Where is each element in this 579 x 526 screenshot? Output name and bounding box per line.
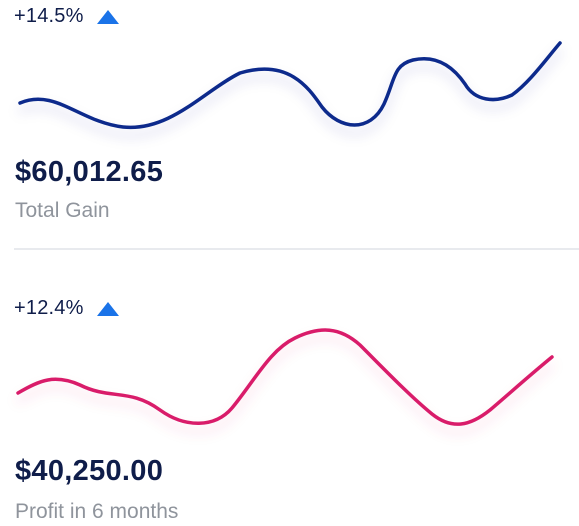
change-row: +12.4% bbox=[14, 297, 120, 320]
total-gain-value: $60,012.65 bbox=[15, 156, 164, 188]
sparkline-chart bbox=[16, 328, 554, 426]
triangle-up-icon bbox=[96, 301, 119, 316]
profit-value: $40,250.00 bbox=[15, 455, 164, 487]
change-row: +14.5% bbox=[14, 5, 120, 28]
profit-label: Profit in 6 months bbox=[15, 500, 179, 523]
triangle-up-icon bbox=[96, 9, 119, 24]
divider bbox=[14, 248, 579, 250]
change-percent: +14.5% bbox=[14, 5, 84, 27]
total-gain-label: Total Gain bbox=[15, 199, 110, 222]
profit-card: +12.4% $40,250.00 Profit in 6 months bbox=[0, 250, 579, 526]
total-gain-card: +14.5% $60,012.65 Total Gain bbox=[0, 0, 579, 248]
sparkline-path bbox=[18, 41, 562, 130]
sparkline-chart bbox=[18, 41, 562, 130]
sparkline-path bbox=[16, 328, 554, 426]
change-percent: +12.4% bbox=[14, 297, 84, 319]
